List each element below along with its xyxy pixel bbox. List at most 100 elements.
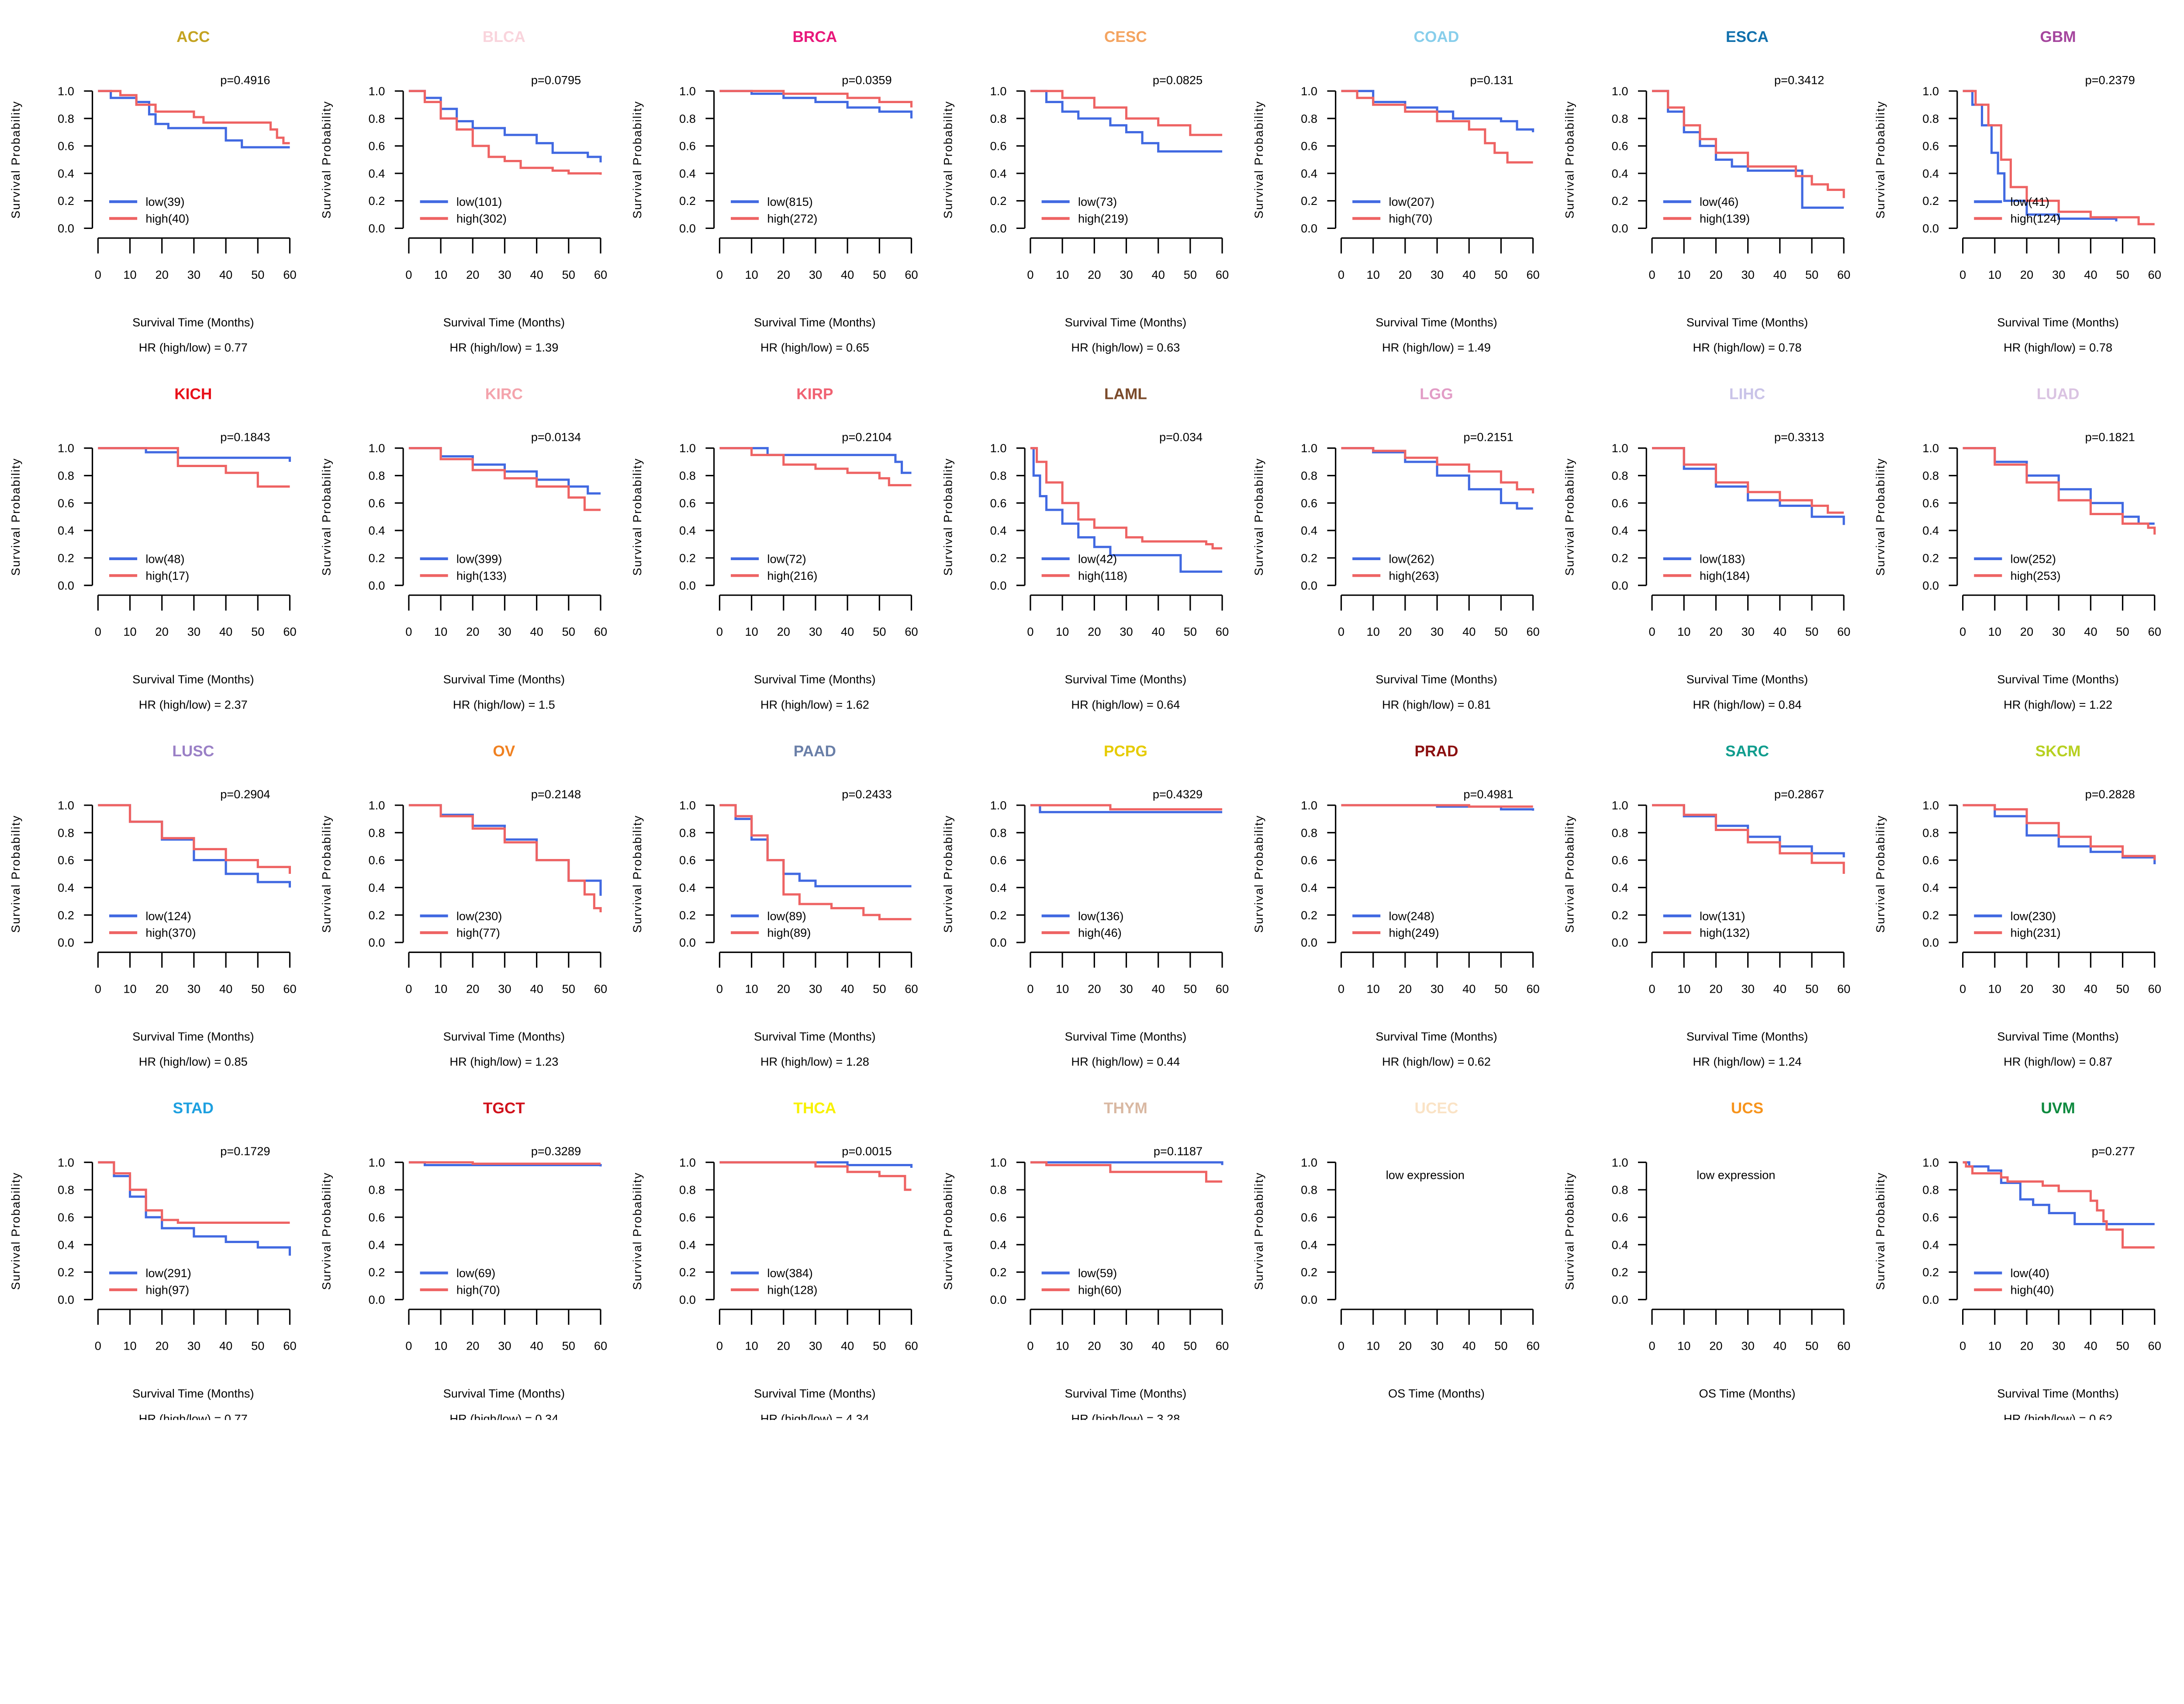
x-tick-label: 10 <box>1988 982 2001 995</box>
y-tick-label: 0.8 <box>1922 112 1939 125</box>
x-tick-label: 30 <box>187 268 200 281</box>
km-panel-kirc: KIRC Survival Probability 0.0 0.2 0.4 0.6 0.8 1… <box>319 385 607 711</box>
x-tick-label: 20 <box>777 625 790 638</box>
x-tick-label: 60 <box>1837 1339 1850 1353</box>
high-expression-curve <box>1652 90 1845 198</box>
high-expression-curve <box>1652 447 1844 514</box>
x-tick-label: 40 <box>530 625 543 638</box>
hazard-ratio: HR (high/low) = 0.77 <box>139 1412 248 1420</box>
y-axis-label: Survival Probability <box>630 1172 644 1290</box>
x-tick-label: 10 <box>434 982 447 995</box>
low-expression-curve <box>1963 1161 2155 1226</box>
low-expression-curve <box>98 90 290 149</box>
legend-low-label: low(48) <box>145 552 184 565</box>
p-value: p=0.1729 <box>220 1144 270 1158</box>
y-axis-label: Survival Probability <box>9 815 22 933</box>
panel-title: PRAD <box>1415 743 1458 760</box>
legend-high-label: high(219) <box>1078 212 1128 225</box>
legend-low-label: low(59) <box>1078 1266 1117 1280</box>
legend-high-label: high(370) <box>145 926 196 939</box>
y-tick-label: 0.6 <box>679 496 696 510</box>
y-tick-label: 0.4 <box>369 1238 385 1251</box>
x-tick-label: 30 <box>1741 625 1754 638</box>
y-tick-label: 0.6 <box>1922 139 1939 153</box>
p-value: p=0.3313 <box>1774 430 1824 444</box>
x-tick-label: 20 <box>2020 625 2033 638</box>
y-tick-label: 0.6 <box>1612 139 1628 153</box>
y-tick-label: 1.0 <box>1301 441 1317 455</box>
x-tick-label: 0 <box>1959 982 1966 995</box>
y-tick-label: 0.2 <box>990 194 1007 208</box>
y-tick-label: 0.0 <box>58 1293 74 1306</box>
x-axis-label: OS Time (Months) <box>1699 1387 1796 1400</box>
x-tick-label: 50 <box>562 982 575 995</box>
x-tick-label: 60 <box>1216 625 1229 638</box>
y-tick-label: 0.2 <box>1301 194 1317 208</box>
km-panel-esca: ESCA Survival Probability 0.0 0.2 0.4 0.6 0.8 1… <box>1563 28 1851 354</box>
legend-low-label: low(41) <box>2011 195 2049 208</box>
x-axis-label: OS Time (Months) <box>1388 1387 1485 1400</box>
x-tick-label: 30 <box>1741 268 1754 281</box>
x-axis-label: Survival Time (Months) <box>754 1029 875 1043</box>
hazard-ratio: HR (high/low) = 0.62 <box>1382 1055 1491 1068</box>
x-tick-label: 30 <box>498 268 511 281</box>
x-tick-label: 60 <box>594 268 607 281</box>
low-expression-curve <box>1030 447 1223 573</box>
y-tick-label: 0.6 <box>990 496 1007 510</box>
legend-high-label: high(132) <box>1700 926 1750 939</box>
x-tick-label: 0 <box>1027 1339 1033 1353</box>
p-value: p=0.4329 <box>1153 787 1203 801</box>
x-tick-label: 50 <box>873 625 886 638</box>
x-tick-label: 0 <box>1027 982 1033 995</box>
y-axis-label: Survival Probability <box>1873 1172 1887 1290</box>
x-tick-label: 30 <box>1431 625 1444 638</box>
x-tick-label: 0 <box>1338 625 1344 638</box>
y-tick-label: 0.2 <box>58 908 74 922</box>
hazard-ratio: HR (high/low) = 2.37 <box>139 698 248 711</box>
x-tick-label: 20 <box>466 1339 479 1353</box>
x-tick-label: 40 <box>1773 268 1787 281</box>
y-tick-label: 0.4 <box>369 881 385 894</box>
legend-low-label: low(815) <box>767 195 812 208</box>
y-tick-label: 0.4 <box>1301 1238 1317 1251</box>
y-tick-label: 0.0 <box>369 222 385 235</box>
y-tick-label: 0.8 <box>1612 469 1628 482</box>
km-panel-acc: ACC Survival Probability 0.0 0.2 0.4 0.6 0.8 1.… <box>9 28 297 354</box>
x-tick-label: 20 <box>1088 625 1101 638</box>
legend-high-label: high(253) <box>2011 569 2061 582</box>
panel-title: LGG <box>1420 385 1453 402</box>
y-tick-label: 1.0 <box>990 441 1007 455</box>
y-tick-label: 1.0 <box>1922 799 1939 812</box>
x-tick-label: 60 <box>1837 625 1850 638</box>
y-tick-label: 1.0 <box>369 84 385 98</box>
hazard-ratio: HR (high/low) = 0.87 <box>2004 1055 2112 1068</box>
x-tick-label: 40 <box>1152 1339 1165 1353</box>
panel-title: KIRC <box>485 385 523 402</box>
legend-high-label: high(184) <box>1700 569 1750 582</box>
high-expression-curve <box>408 447 601 511</box>
panel-title: KICH <box>174 385 212 402</box>
y-tick-label: 1.0 <box>369 441 385 455</box>
low-expression-curve <box>719 90 913 119</box>
p-value: p=0.4916 <box>220 73 270 87</box>
x-tick-label: 10 <box>745 1339 758 1353</box>
y-tick-label: 0.2 <box>58 194 74 208</box>
x-tick-label: 0 <box>716 625 723 638</box>
x-tick-label: 20 <box>156 625 169 638</box>
x-tick-label: 30 <box>187 1339 200 1353</box>
y-tick-label: 1.0 <box>58 799 74 812</box>
y-axis-label: Survival Probability <box>1252 458 1265 576</box>
y-tick-label: 1.0 <box>58 441 74 455</box>
y-tick-label: 0.6 <box>990 1211 1007 1224</box>
y-tick-label: 1.0 <box>58 84 74 98</box>
high-expression-curve <box>98 447 290 488</box>
p-value: p=0.0795 <box>531 73 581 87</box>
y-tick-label: 0.8 <box>1922 826 1939 839</box>
x-tick-label: 50 <box>1184 982 1197 995</box>
y-tick-label: 0.2 <box>1922 194 1939 208</box>
y-tick-label: 0.0 <box>679 222 696 235</box>
y-tick-label: 0.4 <box>990 1238 1007 1251</box>
x-tick-label: 30 <box>187 982 200 995</box>
y-tick-label: 0.2 <box>990 908 1007 922</box>
y-tick-label: 0.6 <box>1301 496 1317 510</box>
